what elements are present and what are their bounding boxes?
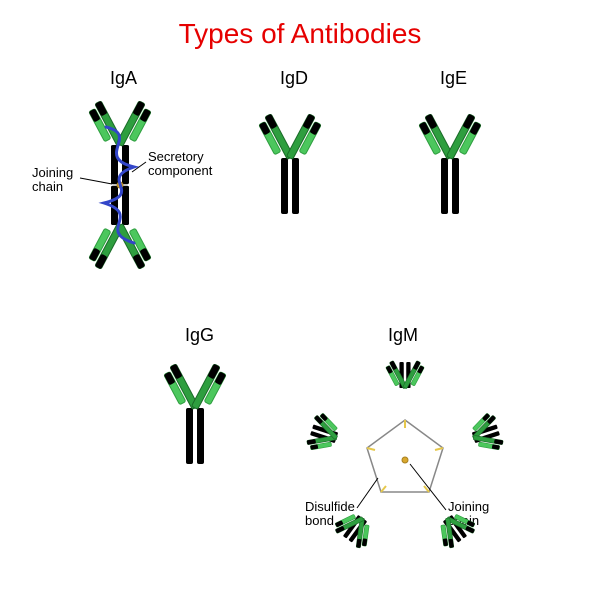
antibody-ige xyxy=(417,114,483,214)
antibody-igg xyxy=(162,364,228,464)
antibody-diagram: .hc { fill:#2e9e3f; stroke:#1a6b28; stro… xyxy=(0,0,600,600)
antibody-igd xyxy=(257,114,323,214)
antibody-iga xyxy=(87,101,153,270)
antibody-igm xyxy=(304,361,506,553)
